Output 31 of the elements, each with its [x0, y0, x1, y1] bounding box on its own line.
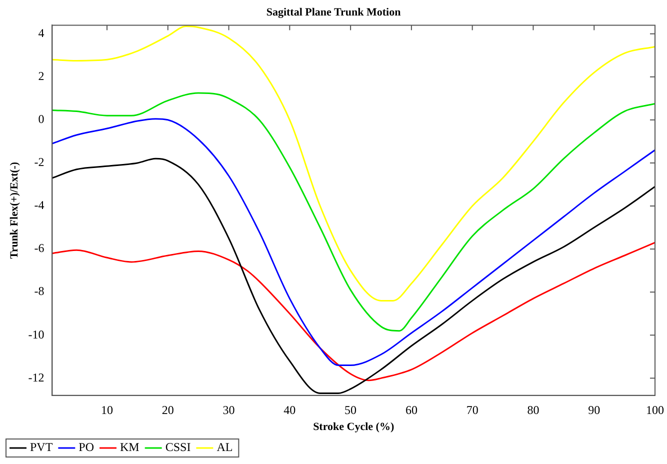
chart-title: Sagittal Plane Trunk Motion: [266, 6, 401, 18]
legend-label: AL: [216, 440, 233, 454]
y-tick-label: -8: [34, 284, 44, 298]
line-series: [52, 118, 655, 366]
x-tick-label: 90: [588, 402, 600, 417]
line-series: [52, 242, 655, 382]
legend-label: PVT: [30, 440, 54, 454]
x-tick-label: 80: [527, 402, 540, 417]
y-tick-label: -6: [34, 241, 44, 256]
x-tick-label: 70: [466, 402, 478, 417]
line-series: [52, 26, 655, 302]
legend-label: PO: [78, 440, 94, 454]
y-tick-label: 4: [38, 26, 44, 40]
x-tick-label: 50: [344, 402, 357, 417]
y-tick-label: 0: [38, 112, 44, 126]
x-tick-label: 40: [284, 402, 296, 417]
x-tick-label: 20: [162, 402, 174, 417]
x-tick-label: 100: [646, 402, 664, 417]
legend-label: CSSI: [165, 440, 191, 454]
y-tick-label: -10: [28, 327, 44, 342]
x-tick-label: 60: [405, 402, 418, 417]
y-tick-label: -2: [34, 155, 44, 170]
line-series: [52, 92, 655, 332]
x-tick-label: 30: [222, 402, 235, 417]
y-axis-title: Trunk Flex(+)/Ext(-): [8, 162, 20, 259]
y-tick-label: 2: [38, 69, 44, 84]
y-tick-label: -4: [34, 198, 44, 212]
x-tick-label: 10: [100, 402, 113, 417]
x-axis-title: Stroke Cycle (%): [313, 421, 394, 434]
legend-label: KM: [120, 440, 140, 454]
y-tick-label: -12: [28, 370, 44, 384]
